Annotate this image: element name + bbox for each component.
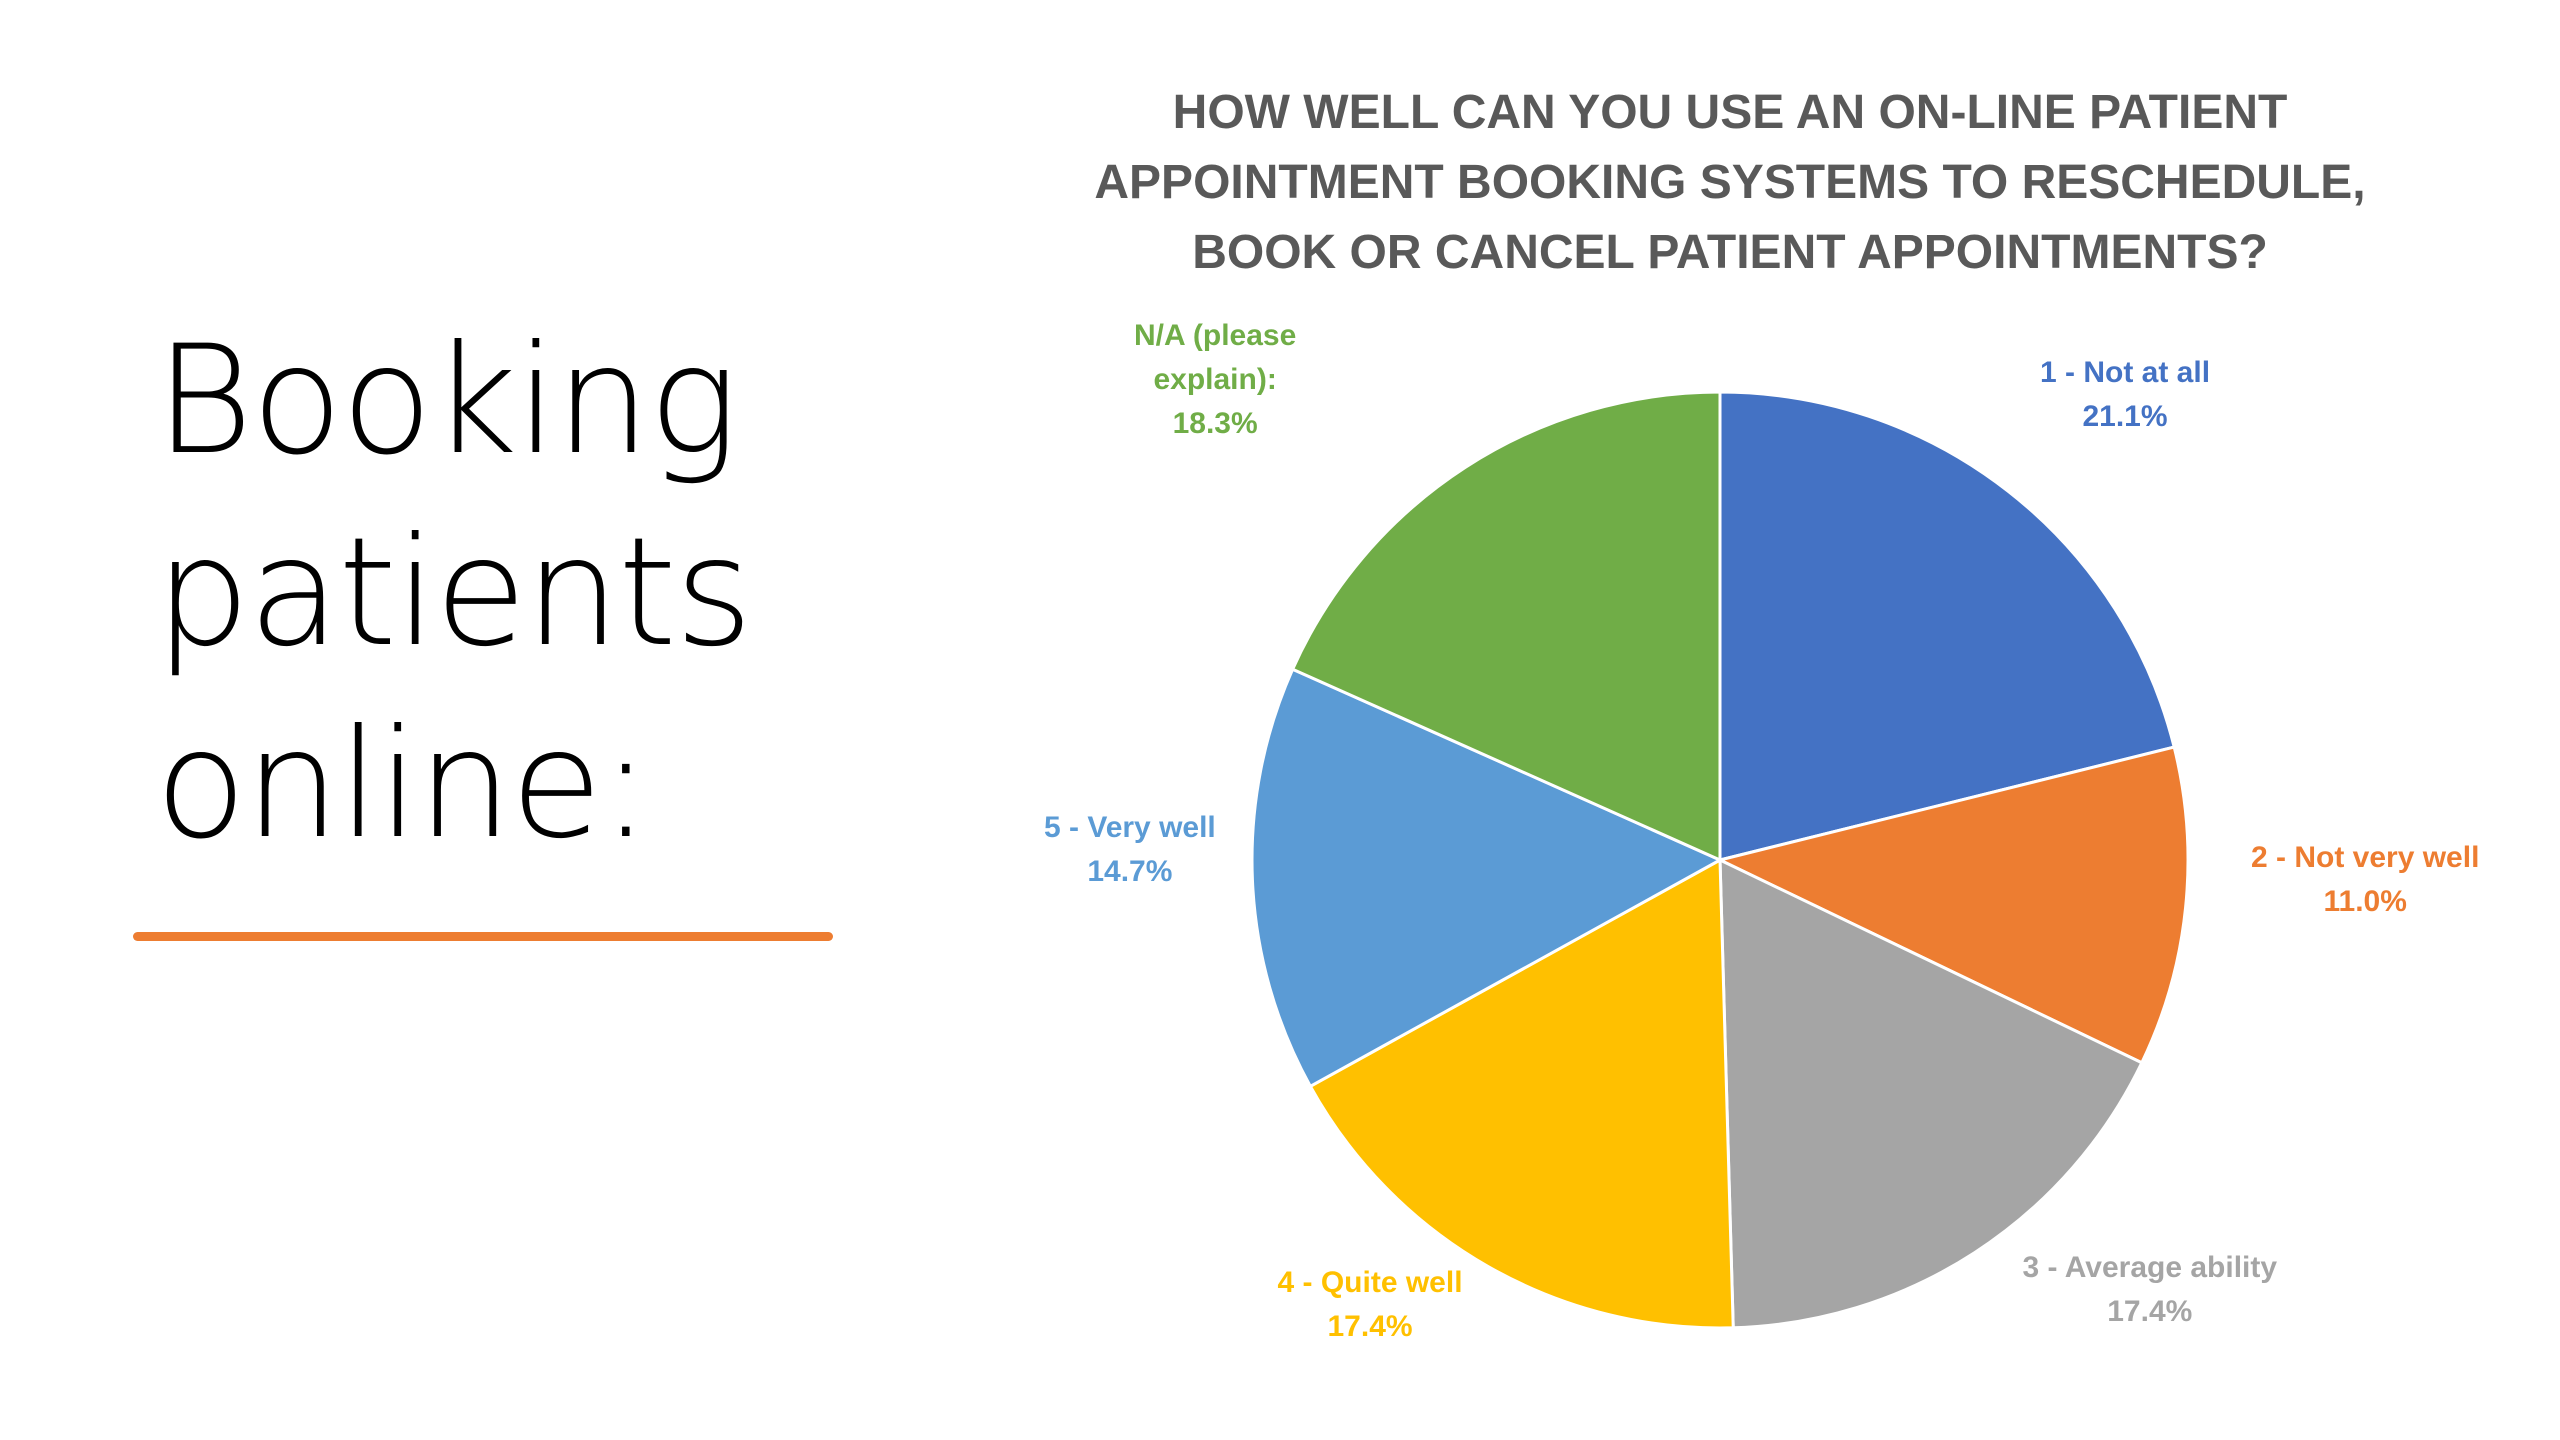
pie-slice	[1718, 745, 2190, 1065]
slide-title-line: online:	[155, 698, 651, 872]
pie-data-label: 3 - Average ability 17.4%	[2023, 1246, 2278, 1334]
pie-slice	[1718, 390, 2176, 862]
pie-label-value: 11.0%	[2323, 885, 2407, 918]
pie-label-value: 17.4%	[1327, 1310, 1413, 1343]
pie-slice	[1250, 667, 1722, 1088]
chart-title-line: HOW WELL CAN YOU USE AN ON-LINE PATIENT	[1172, 86, 2288, 139]
pie-label-category: 4 - Quite well	[1277, 1266, 1463, 1299]
pie-label-value: 18.3%	[1172, 407, 1258, 440]
chart-title-line: APPOINTMENT BOOKING SYSTEMS TO RESCHEDUL…	[1094, 156, 2366, 209]
pie-data-label: 5 - Very well 14.7%	[1044, 806, 1216, 894]
pie-data-label: 1 - Not at all 21.1%	[2040, 351, 2210, 439]
pie-slices	[1250, 390, 2190, 1330]
pie-data-label: 2 - Not very well 11.0%	[2251, 836, 2479, 924]
pie-slice	[1718, 858, 2144, 1330]
slide-title-line: Booking	[155, 314, 738, 488]
pie-slice	[1291, 390, 1722, 862]
pie-label-category: N/A (please	[1134, 319, 1297, 352]
pie-label-value: 21.1%	[2082, 400, 2168, 433]
pie-label-category: explain):	[1153, 363, 1277, 396]
slide-title-line: patients	[155, 506, 753, 680]
pie-slice	[1308, 858, 1735, 1330]
chart-title: HOW WELL CAN YOU USE AN ON-LINE PATIENT …	[1040, 78, 2420, 288]
pie-label-value: 14.7%	[1087, 855, 1173, 888]
pie-data-label: N/A (please explain): 18.3%	[1134, 314, 1296, 446]
chart-title-line: BOOK OR CANCEL PATIENT APPOINTMENTS?	[1192, 226, 2268, 279]
pie-label-category: 2 - Not very well	[2251, 841, 2480, 874]
title-accent-rule	[133, 932, 833, 941]
pie-label-category: 5 - Very well	[1044, 811, 1216, 844]
pie-data-label: 4 - Quite well 17.4%	[1278, 1261, 1463, 1349]
pie-label-category: 1 - Not at all	[2040, 356, 2211, 389]
slide-title: Booking patients online:	[155, 305, 855, 881]
pie-label-category: 3 - Average ability	[2022, 1251, 2278, 1284]
pie-label-value: 17.4%	[2107, 1295, 2193, 1328]
